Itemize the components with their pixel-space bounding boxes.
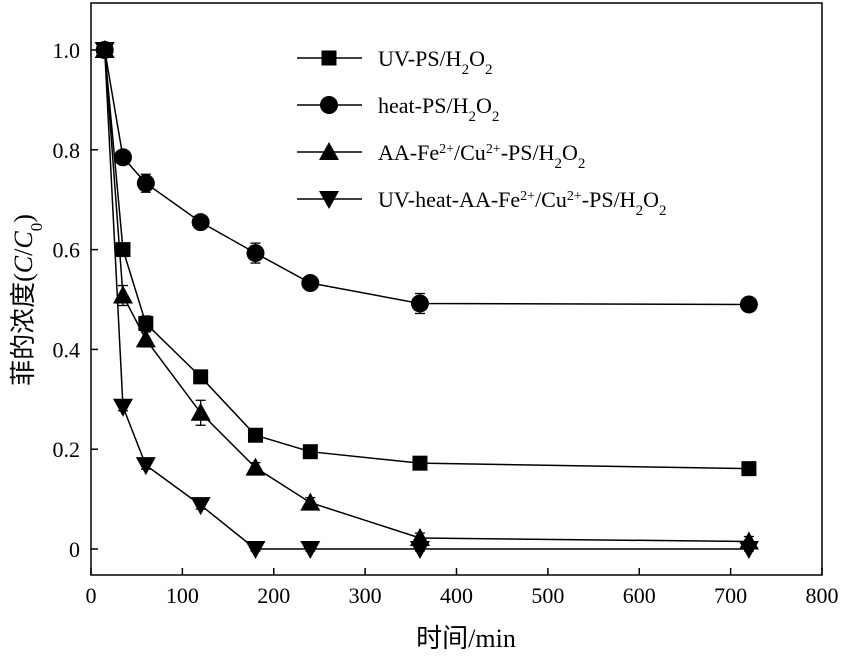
y-tick-label: 0.4 <box>53 337 81 362</box>
legend-item-0: UV-PS/H2O2 <box>297 46 492 78</box>
x-axis-title: 时间/min <box>416 624 516 653</box>
series-line <box>103 49 749 470</box>
legend: UV-PS/H2O2 heat-PS/H2O2 AA-Fe2+/Cu2+-PS/H2… <box>297 46 666 219</box>
triangle-down-marker <box>319 191 339 209</box>
circle-marker <box>320 96 338 114</box>
triangle-down-marker <box>738 541 759 559</box>
circle-marker <box>113 148 132 167</box>
circle-marker <box>739 295 758 314</box>
x-tick-label: 400 <box>440 583 473 608</box>
series-layer <box>94 40 759 559</box>
triangle-down-marker <box>300 541 321 559</box>
legend-item-1: heat-PS/H2O2 <box>297 93 499 125</box>
y-tick-label: 0.6 <box>53 238 81 263</box>
triangle-down-marker <box>112 398 133 417</box>
square-marker <box>302 444 318 460</box>
circle-marker <box>136 174 155 193</box>
x-tick-label: 100 <box>166 583 199 608</box>
y-tick-label: 0 <box>69 537 80 562</box>
triangle-down-marker <box>245 541 266 559</box>
y-tick-label: 0.8 <box>53 138 81 163</box>
square-marker <box>247 427 263 443</box>
circle-marker <box>410 294 429 313</box>
square-marker <box>321 50 337 66</box>
x-tick-label: 0 <box>86 583 97 608</box>
x-tick-label: 600 <box>623 583 656 608</box>
x-tick-label: 800 <box>806 583 839 608</box>
series-3 <box>94 42 759 559</box>
legend-item-3: UV-heat-AA-Fe2+/Cu2+-PS/H2O2 <box>297 187 666 219</box>
triangle-down-marker <box>94 42 115 60</box>
x-tick-label: 300 <box>349 583 382 608</box>
axis-ticks: 0 100 200 300 400 500 600 700 800 0 0.2 0.4 0.6 0.8 1.… <box>53 38 839 608</box>
triangle-down-marker <box>135 457 156 476</box>
square-marker <box>138 315 154 331</box>
circle-marker <box>246 244 265 263</box>
circle-marker <box>191 213 210 232</box>
triangle-up-marker <box>319 142 339 160</box>
y-axis-title: 菲的浓度(C/C0) <box>9 214 46 386</box>
square-marker <box>115 242 131 258</box>
y-tick-label: 1.0 <box>53 38 81 63</box>
series-1 <box>95 41 758 315</box>
series-line <box>103 49 749 306</box>
triangle-up-marker <box>135 329 156 348</box>
legend-item-2: AA-Fe2+/Cu2+-PS/H2O2 <box>297 140 585 172</box>
triangle-down-marker <box>409 541 430 559</box>
legend-label: UV-heat-AA-Fe2+/Cu2+-PS/H2O2 <box>378 187 666 219</box>
triangle-down-marker <box>190 497 211 516</box>
triangle-up-marker <box>245 457 266 476</box>
triangle-up-marker <box>112 285 133 304</box>
series-2 <box>94 40 759 550</box>
circle-marker <box>301 274 320 293</box>
x-tick-label: 700 <box>714 583 747 608</box>
x-tick-label: 500 <box>531 583 564 608</box>
x-tick-label: 200 <box>257 583 290 608</box>
square-marker <box>412 455 428 471</box>
plot-area <box>90 2 823 576</box>
y-tick-label: 0.2 <box>53 437 81 462</box>
legend-label: AA-Fe2+/Cu2+-PS/H2O2 <box>378 140 585 172</box>
legend-label: heat-PS/H2O2 <box>378 93 499 125</box>
legend-label: UV-PS/H2O2 <box>378 46 492 78</box>
plot-frame <box>90 2 823 576</box>
triangle-up-marker <box>190 402 211 421</box>
square-marker <box>741 461 757 477</box>
square-marker <box>193 369 209 385</box>
triangle-up-marker <box>300 492 321 511</box>
series-line <box>103 49 749 550</box>
